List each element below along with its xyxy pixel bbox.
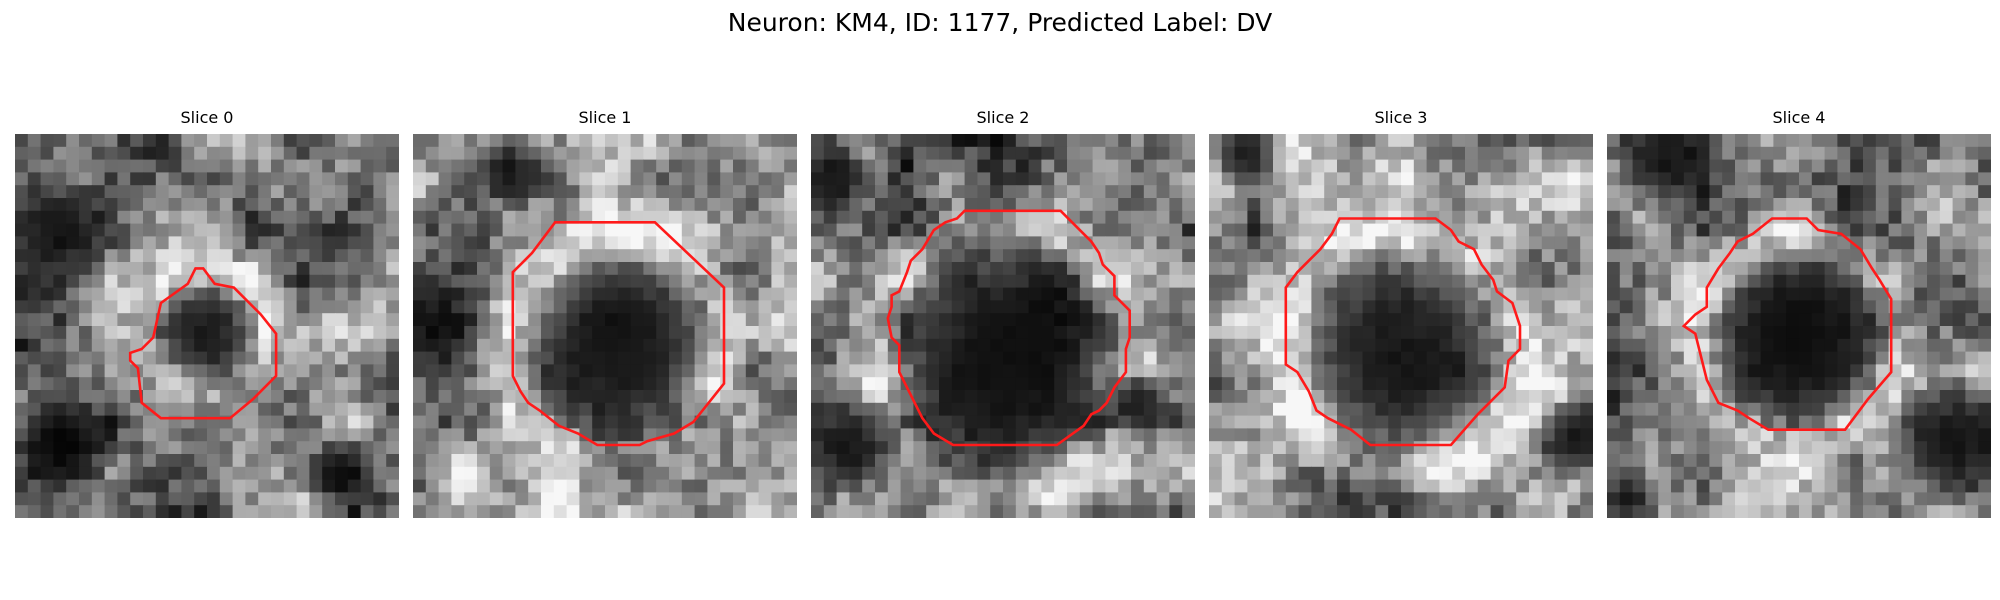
slice-title-3: Slice 3 [1374,108,1428,127]
slice-title-1: Slice 1 [578,108,632,127]
slice-pixels-2 [811,134,1195,518]
roi-outline-0 [128,267,278,420]
slice-image-4 [1607,134,1991,518]
slice-title-4: Slice 4 [1772,108,1826,127]
roi-outline-2 [886,209,1132,447]
slice-image-0 [15,134,399,518]
slice-title-2: Slice 2 [976,108,1030,127]
roi-outline-1 [511,221,726,447]
slice-pixels-3 [1209,134,1593,518]
slice-image-2 [811,134,1195,518]
slice-image-1 [413,134,797,518]
figure-title: Neuron: KM4, ID: 1177, Predicted Label: … [727,8,1273,37]
slice-image-3 [1209,134,1593,518]
slice-pixels-1 [413,134,797,518]
roi-outline-4 [1681,217,1893,432]
slice-title-0: Slice 0 [180,108,234,127]
slice-pixels-4 [1607,134,1991,518]
slice-pixels-0 [15,134,399,518]
roi-outline-3 [1284,217,1522,447]
